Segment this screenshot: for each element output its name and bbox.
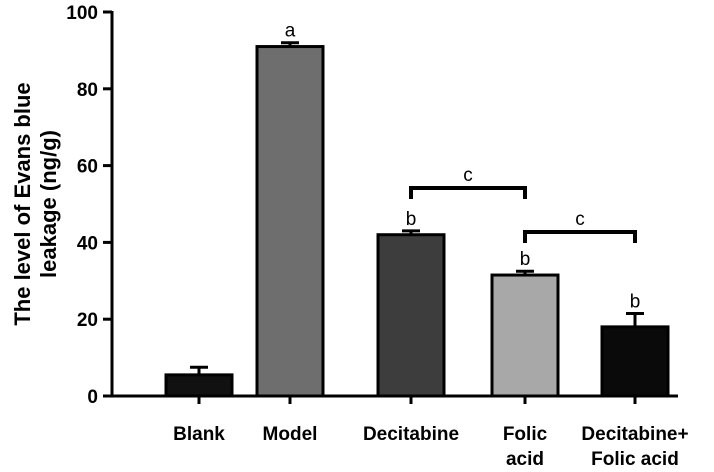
bracket-label: c [575, 209, 585, 230]
bracket-label: c [463, 165, 473, 186]
x-tick-label: Folic [503, 424, 548, 445]
significance-letter: b [406, 209, 417, 230]
significance-bracket [409, 186, 527, 199]
x-tick-label: acid [506, 449, 544, 470]
y-tick-label: 0 [87, 387, 98, 408]
x-tick-label: Model [263, 424, 318, 445]
bar [164, 373, 234, 398]
significance-letter: b [630, 291, 641, 312]
significance-bracket [523, 230, 637, 243]
y-tick-label: 40 [77, 233, 98, 254]
bar [600, 325, 670, 398]
bar [255, 45, 325, 398]
y-axis-label-line: The level of Evans blue [10, 82, 35, 325]
bar [376, 233, 446, 398]
y-axis: 0 20 40 60 80 100 [66, 3, 114, 408]
y-tick-label: 60 [77, 157, 98, 178]
x-tick-label: Decitabine [363, 424, 459, 445]
x-tick-label: Folic acid [591, 449, 679, 470]
bar [490, 273, 560, 398]
x-tick-label: Decitabine+ [581, 424, 688, 445]
significance-brackets: cc [409, 165, 637, 243]
y-tick-label: 20 [77, 310, 98, 331]
significance-letter: a [285, 21, 296, 42]
y-axis-label: The level of Evans blue leakage (ng/g) [10, 82, 61, 325]
y-tick-label: 100 [66, 3, 98, 24]
bars: a b b b [164, 21, 670, 398]
x-tick-label: Blank [173, 424, 225, 445]
y-tick-label: 80 [77, 80, 98, 101]
y-axis-label-line: leakage (ng/g) [36, 130, 61, 278]
x-axis: Blank Model Decitabine Folic acid Decitabine+… [110, 394, 689, 470]
significance-letter: b [520, 249, 531, 270]
